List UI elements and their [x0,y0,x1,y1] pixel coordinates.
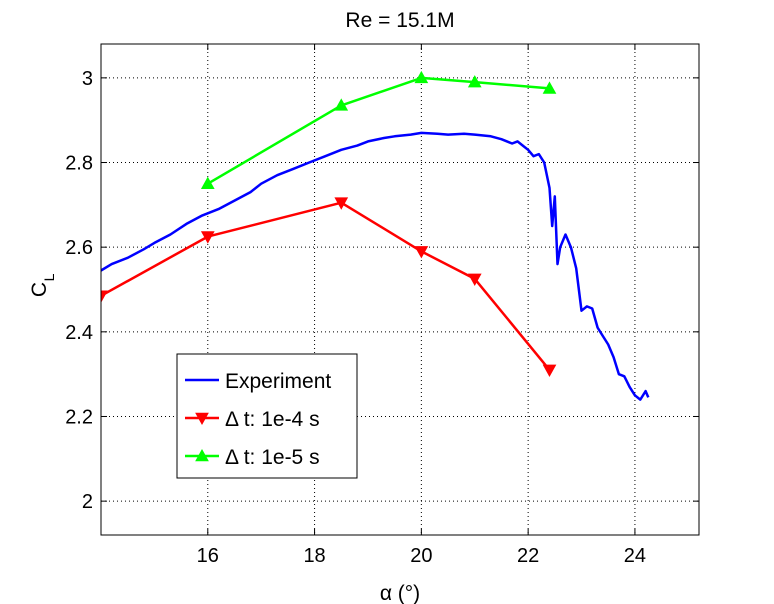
legend-entry: Experiment [185,370,331,393]
axes-frame [100,43,700,536]
y-tick-label: 2.6 [65,237,93,259]
y-tick-label: 2.8 [65,153,93,175]
series-point [467,75,482,88]
legend-marker [195,448,209,462]
x-tick-label: 22 [517,545,539,567]
legend-label: Δ t: 1e-5 s [225,446,320,469]
y-axis-label-main: C [28,282,51,297]
x-tick-label: 18 [303,545,325,567]
series-point [542,81,557,94]
x-tick-label: 16 [197,545,219,567]
series-group [101,70,650,401]
x-tick-label: 24 [624,545,646,567]
y-tick-label: 2.2 [65,406,93,428]
x-tick-label: 20 [410,545,432,567]
series-point [334,197,349,210]
series-3 [200,70,557,189]
series-point [542,364,557,377]
series-line [101,201,551,371]
legend-label: Experiment [225,370,331,393]
series-point [414,246,429,259]
tick-labels: 16 18 20 22 24 2 2.2 2.4 2.6 2.8 3 [65,68,646,567]
series-point [200,231,215,244]
x-axis-label: α (°) [380,582,420,604]
y-tick-label: 2.4 [65,322,93,344]
series-2 [101,197,557,377]
y-axis-label-sub: L [41,273,57,281]
series-point [334,98,349,111]
series-point [414,70,429,84]
series-point [467,273,482,286]
legend: Experiment Δ t: 1e-4 s Δ t: 1e-5 s [176,353,358,479]
legend-entries: Experiment Δ t: 1e-4 s Δ t: 1e-5 s [185,370,331,469]
series-line [101,131,650,401]
series-1 [101,131,650,401]
chart-title: Re = 15.1M [345,9,454,32]
legend-label: Δ t: 1e-4 s [225,408,320,431]
series-point [200,176,215,189]
y-axis-label: C L [28,273,57,297]
y-tick-label: 3 [82,68,93,90]
ticks [101,44,699,535]
legend-marker [195,412,209,426]
y-tick-label: 2 [82,491,93,513]
legend-entry: Δ t: 1e-5 s [185,446,320,469]
legend-entry: Δ t: 1e-4 s [185,408,320,431]
series-point [101,290,108,303]
